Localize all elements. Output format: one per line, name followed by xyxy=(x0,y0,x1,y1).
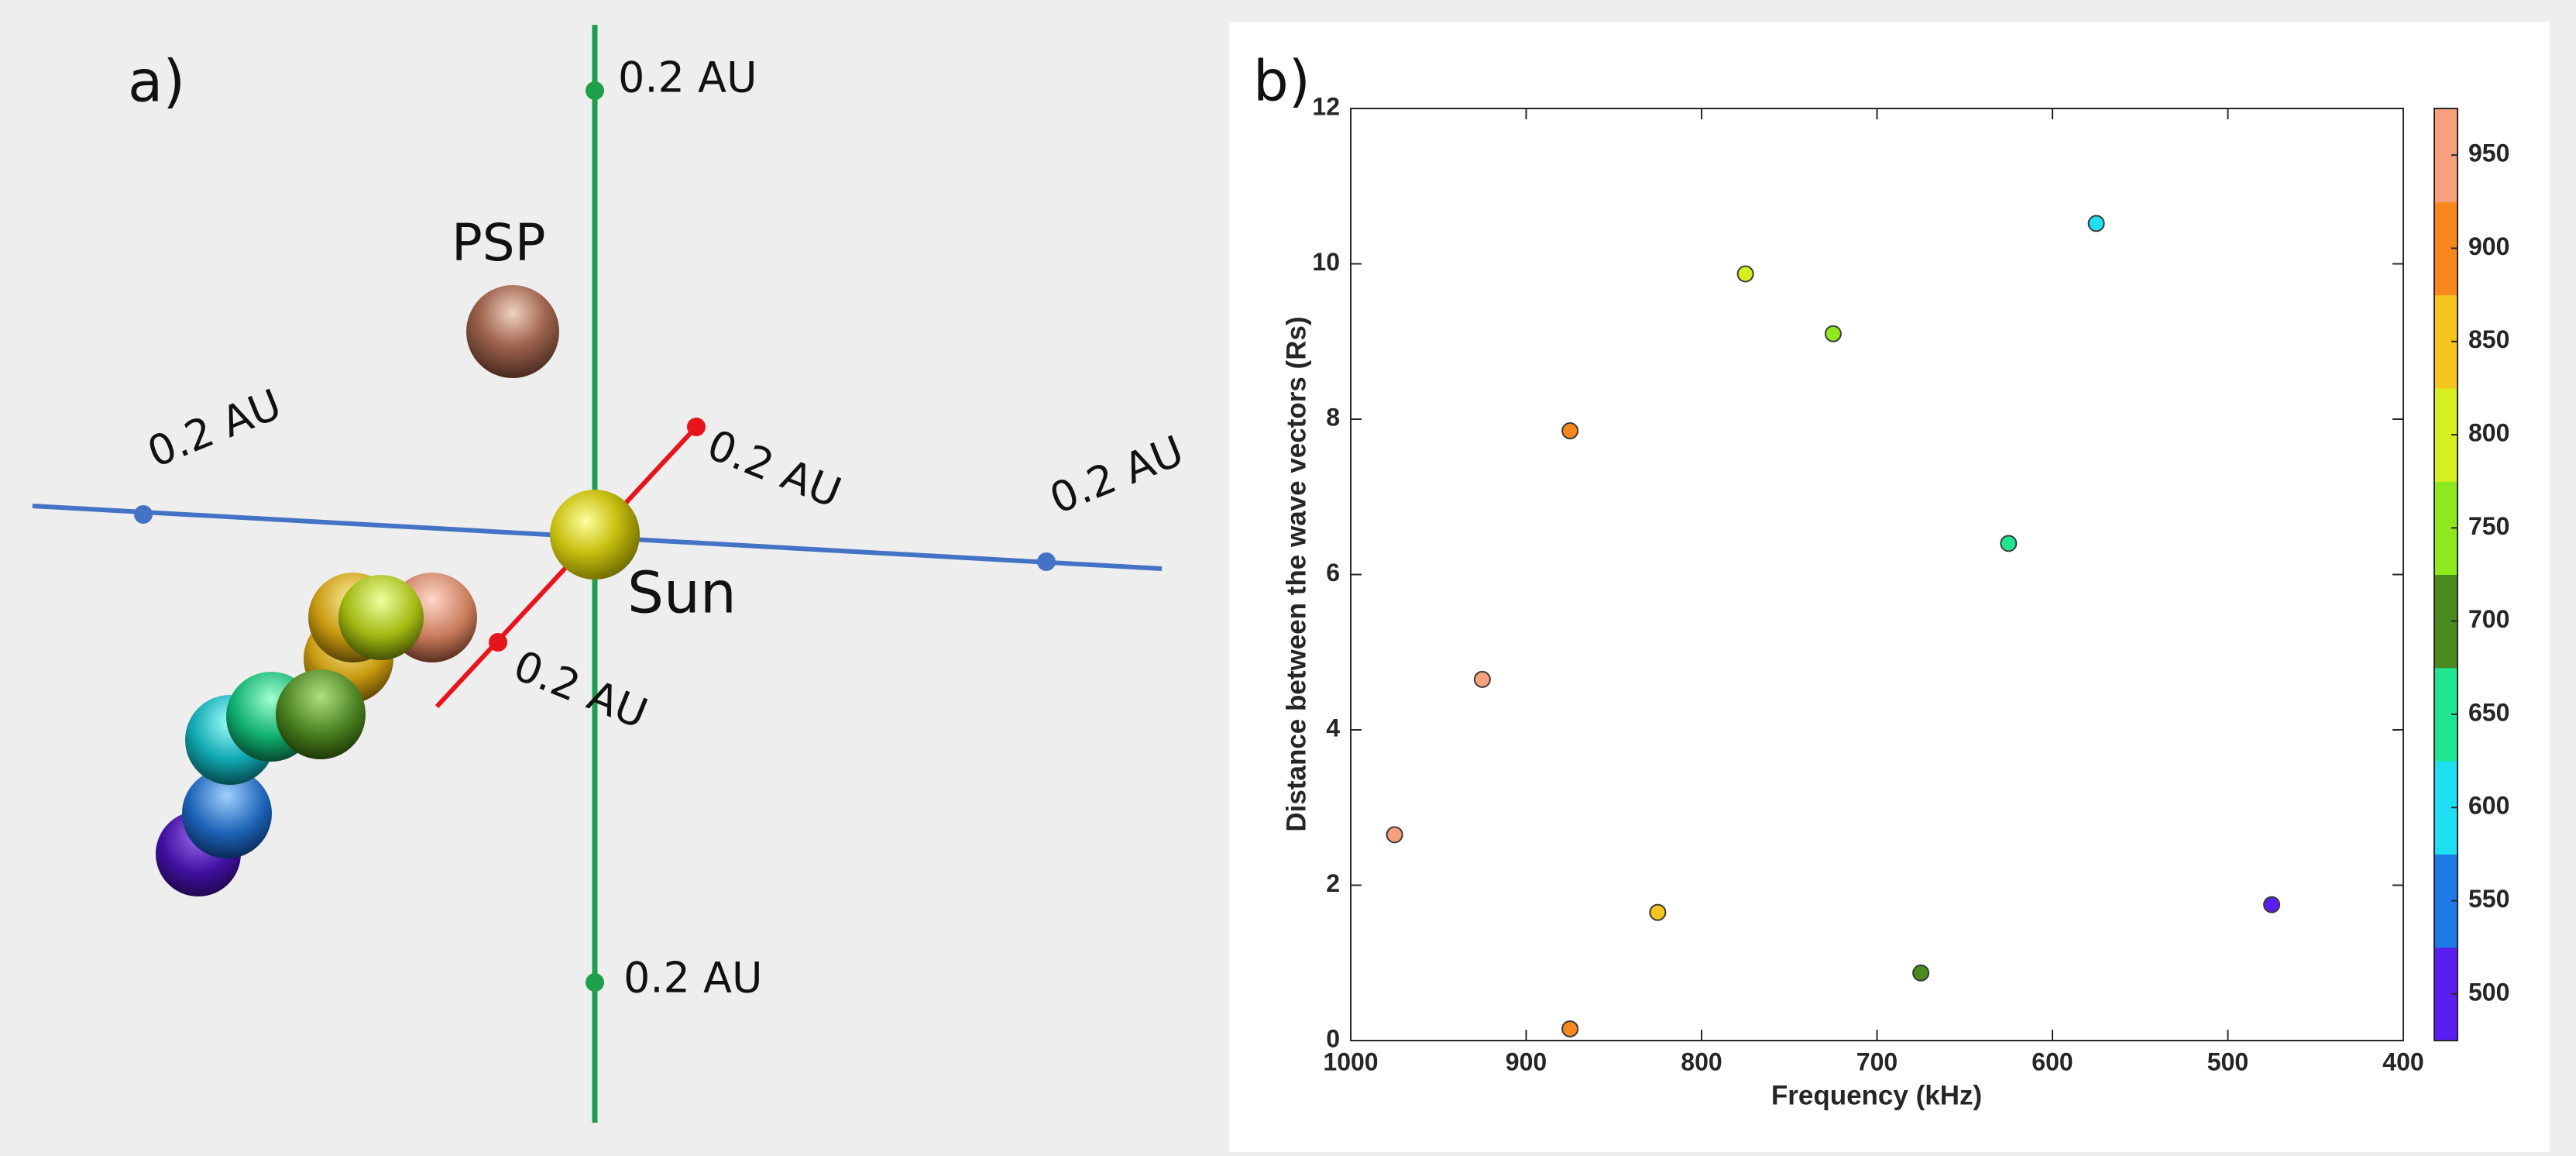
panel-label: a) xyxy=(128,49,185,115)
scale-label: 0.2 AU xyxy=(141,380,288,477)
axis-dot xyxy=(1037,552,1056,571)
y-tick-label: 12 xyxy=(1312,92,1340,120)
x-tick-label: 500 xyxy=(2207,1048,2248,1075)
y-tick-label: 4 xyxy=(1326,714,1340,741)
scale-label: 0.2 AU xyxy=(623,954,763,1003)
y-axis-label: Distance between the wave vectors (Rs) xyxy=(1281,316,1311,831)
y-tick-label: 0 xyxy=(1326,1024,1340,1052)
y-tick-label: 6 xyxy=(1326,559,1340,587)
colorbar-tick-label: 650 xyxy=(2468,698,2509,726)
x-tick-label: 1000 xyxy=(1323,1048,1378,1075)
point xyxy=(1561,1020,1579,1037)
point xyxy=(1824,325,1842,342)
psp-label: PSP xyxy=(452,213,546,273)
axis-dot xyxy=(687,418,706,436)
colorbar-tick-label: 950 xyxy=(2468,139,2509,167)
colorbar-tick-label: 500 xyxy=(2468,978,2509,1006)
y-tick-label: 2 xyxy=(1326,869,1340,897)
axis-dot xyxy=(134,505,153,524)
sphere xyxy=(182,769,272,858)
y-tick-label: 10 xyxy=(1312,248,1340,276)
x-tick-label: 400 xyxy=(2382,1048,2423,1075)
axis-dot xyxy=(489,633,507,652)
sun-sphere xyxy=(550,490,640,580)
point xyxy=(2087,215,2105,232)
sphere xyxy=(338,575,424,660)
scale-label: 0.2 AU xyxy=(618,53,757,102)
point xyxy=(2000,535,2018,552)
panel-b: b) Frequency (kHz) Distance between the … xyxy=(1229,22,2550,1152)
point xyxy=(1649,903,1667,921)
scale-label: 0.2 AU xyxy=(701,420,848,518)
x-tick-label: 700 xyxy=(1856,1048,1898,1075)
point xyxy=(1473,670,1491,688)
sphere xyxy=(276,669,366,759)
x-axis-label: Frequency (kHz) xyxy=(1771,1080,1982,1110)
axis-dot xyxy=(586,973,604,992)
colorbar-tick-label: 600 xyxy=(2468,792,2509,820)
axis-dot xyxy=(586,81,604,100)
x-tick-label: 600 xyxy=(2032,1048,2073,1075)
panel-background xyxy=(1229,22,2550,1152)
colorbar-tick-label: 550 xyxy=(2468,885,2509,913)
scale-label: 0.2 AU xyxy=(507,641,654,738)
point xyxy=(1561,422,1579,440)
colorbar-tick-label: 850 xyxy=(2468,325,2509,353)
colorbar-frame xyxy=(2433,108,2458,1041)
point xyxy=(1386,826,1403,844)
sun-label: Sun xyxy=(627,560,737,627)
point xyxy=(2263,896,2281,913)
colorbar-tick-label: 700 xyxy=(2468,605,2509,633)
panel-label: b) xyxy=(1253,49,1310,114)
colorbar-tick-label: 750 xyxy=(2468,512,2509,540)
panel-a: a) PSP Sun 0.2 AU 0.2 AU 0.2 AU 0.2 AU 0… xyxy=(32,25,1190,1123)
colorbar-tick-label: 800 xyxy=(2468,419,2509,447)
scale-label: 0.2 AU xyxy=(1043,426,1190,524)
colorbar-tick-label: 900 xyxy=(2468,232,2509,260)
point xyxy=(1912,964,1930,982)
x-tick-label: 900 xyxy=(1506,1048,1547,1075)
point xyxy=(1736,265,1754,283)
psp-sphere xyxy=(466,285,559,378)
y-tick-label: 8 xyxy=(1326,403,1340,431)
x-tick-label: 800 xyxy=(1681,1048,1722,1075)
